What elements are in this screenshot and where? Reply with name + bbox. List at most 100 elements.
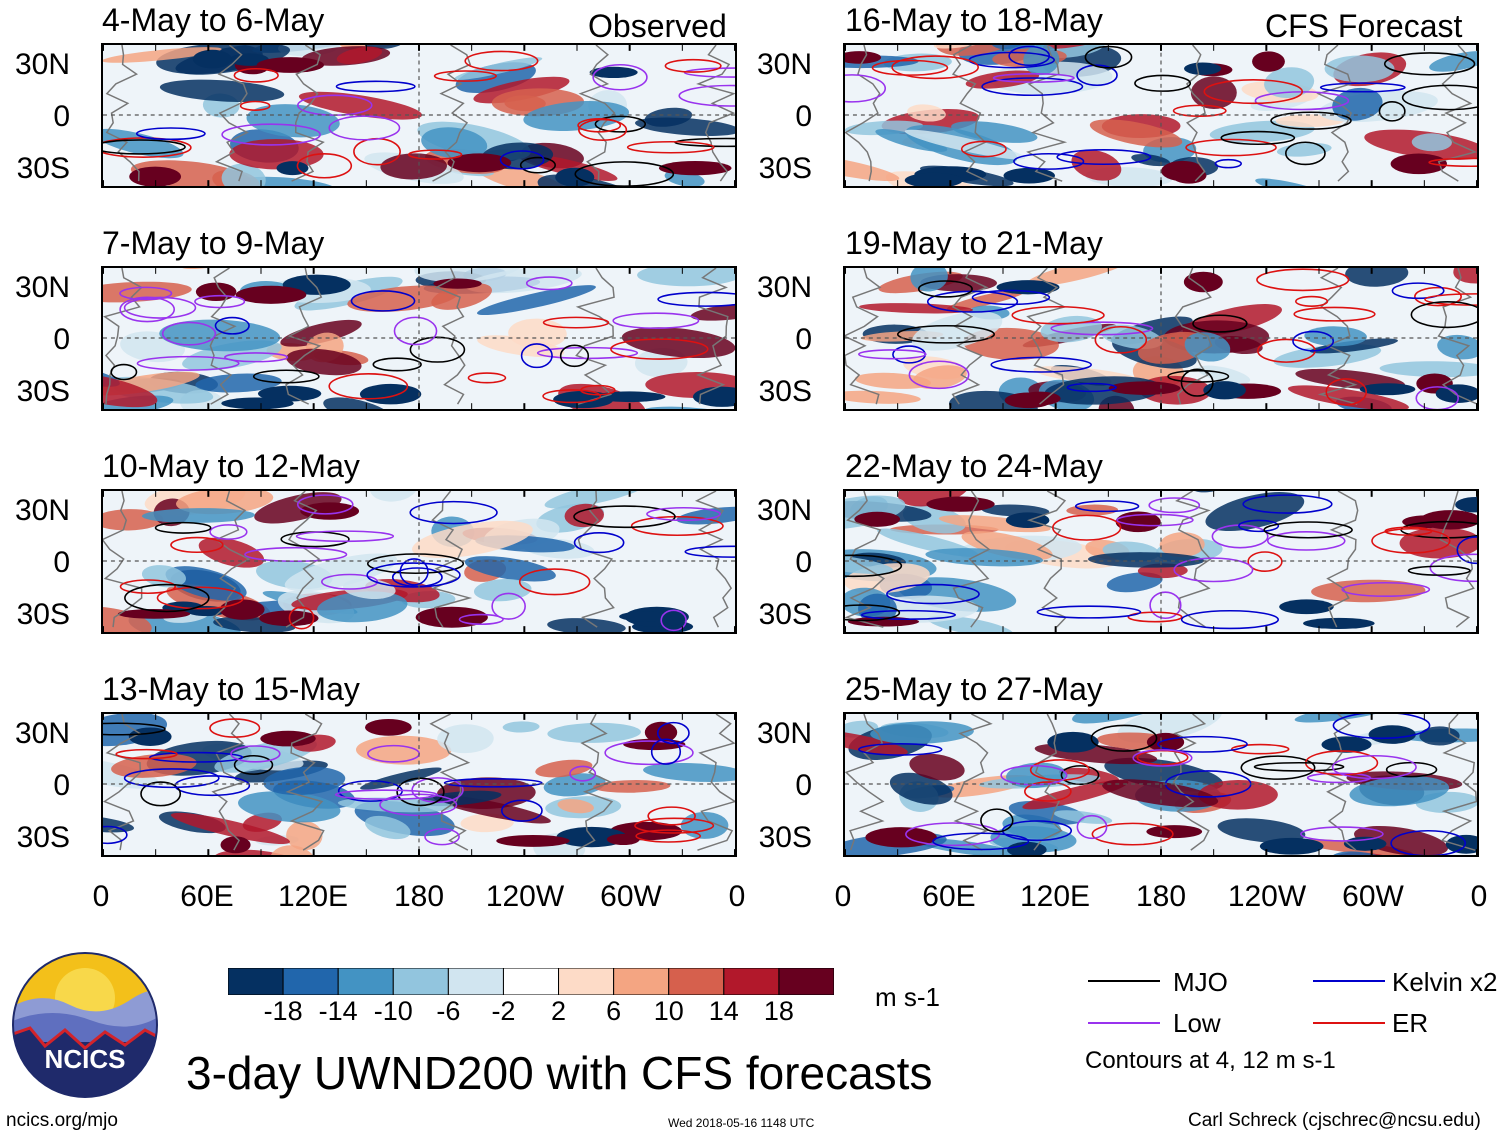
wave-contour [604,740,694,766]
anomaly-blob [465,268,582,294]
anomaly-blob [1349,776,1450,807]
lon-label: 0 [728,880,746,913]
coastline [951,45,988,182]
anomaly-blob [690,303,735,321]
anomaly-blob [195,373,282,393]
anomaly-blob [1053,810,1113,824]
panel-title-obs-3: 10-May to 12-May [102,448,360,484]
wave-contour [119,579,177,595]
colorbar-tick-label: -2 [491,996,516,1026]
lon-label: 0 [834,880,852,913]
wave-contour [288,606,315,630]
wave-contour [908,360,970,390]
anomaly-core [415,606,488,628]
anomaly-core [1259,837,1324,855]
lat-label: 30N [14,494,70,527]
anomaly-core [496,834,570,847]
coastline [1437,268,1477,405]
anomaly-blob [927,615,1014,632]
wave-contour [252,369,320,384]
anomaly-blob [1184,332,1231,362]
anomaly-blob [360,767,442,790]
wave-contour [1319,82,1406,93]
anomaly-blob [221,163,266,186]
wave-contour [119,296,175,323]
anomaly-blob [246,104,340,138]
contour-note: Contours at 4, 12 m s-1 [1085,1047,1336,1074]
wave-contour [1127,611,1183,623]
anomaly-blob [477,335,565,358]
logo-text: NCICS [45,1044,126,1074]
wave-contour [103,722,166,736]
wave-contour [845,74,887,103]
lat-label: 0 [53,546,70,579]
wave-contour [1066,382,1117,393]
wave-contour [221,123,321,146]
anomaly-blob [1026,268,1130,287]
colorbar-tick-label: 2 [551,996,567,1026]
wave-contour [1378,101,1406,122]
coastline [1185,45,1206,182]
lat-label: 30S [758,598,812,631]
anomaly-blob [858,593,897,624]
anomaly-blob [103,372,158,408]
wave-contour [871,59,949,76]
wave-contour [500,799,543,822]
wave-contour [525,276,573,291]
wave-contour [1424,293,1477,306]
wave-contour [559,344,590,368]
anomaly-blob [859,303,974,314]
anomaly-blob [336,46,383,64]
panel-title-fc-1: 16-May to 18-May [845,2,1103,38]
wave-contour [350,290,416,312]
anomaly-blob [1345,268,1409,287]
panel-title-fc-3: 22-May to 24-May [845,448,1103,484]
wave-contour [123,296,197,319]
anomaly-core [606,833,640,845]
wave-contour [296,494,354,515]
coastline [103,268,143,405]
lat-label: 0 [795,546,812,579]
legend-label-low: Low [1173,1008,1221,1038]
anomaly-blob [1294,714,1397,723]
wave-contour [396,777,445,807]
colorbar-tick-label: -6 [436,996,461,1026]
anomaly-blob [1071,149,1122,181]
wave-contour [577,118,622,133]
wave-contour [1060,765,1100,786]
wave-contour [1331,754,1417,780]
lon-label: 120W [1227,880,1307,913]
lat-label: 30S [758,375,812,408]
anomaly-blob [1197,365,1251,384]
wave-contour [214,316,250,335]
colorbar-tick-label: 10 [653,996,684,1026]
anomaly-blob [557,799,594,814]
lat-label: 0 [795,769,812,802]
anomaly-core [257,385,322,402]
lat-label: 30S [16,598,70,631]
anomaly-core [1171,167,1207,184]
anomaly-blob [910,268,948,292]
anomaly-blob [1198,780,1278,810]
anomaly-core [1455,496,1477,513]
anomaly-blob [854,372,931,389]
panel-title-fc-2: 19-May to 21-May [845,225,1103,261]
wave-contour [433,70,497,82]
lat-label: 30N [756,271,812,304]
wave-contour [650,738,682,765]
wave-contour [845,554,903,578]
anomaly-blob [547,618,626,632]
wave-contour [520,343,553,369]
anomaly-blob [644,107,693,127]
wave-contour [664,58,722,73]
anomaly-blob [1324,55,1395,83]
legend-line-mjo [1088,980,1160,982]
wave-contour [156,586,245,610]
anomaly-blob [437,724,494,754]
coastline [577,491,615,628]
wave-contour [1011,305,1105,325]
anomaly-blob [477,285,596,316]
colorbar-tick-label: 14 [708,996,739,1026]
coastline [1317,268,1358,405]
wave-contour [647,806,696,826]
